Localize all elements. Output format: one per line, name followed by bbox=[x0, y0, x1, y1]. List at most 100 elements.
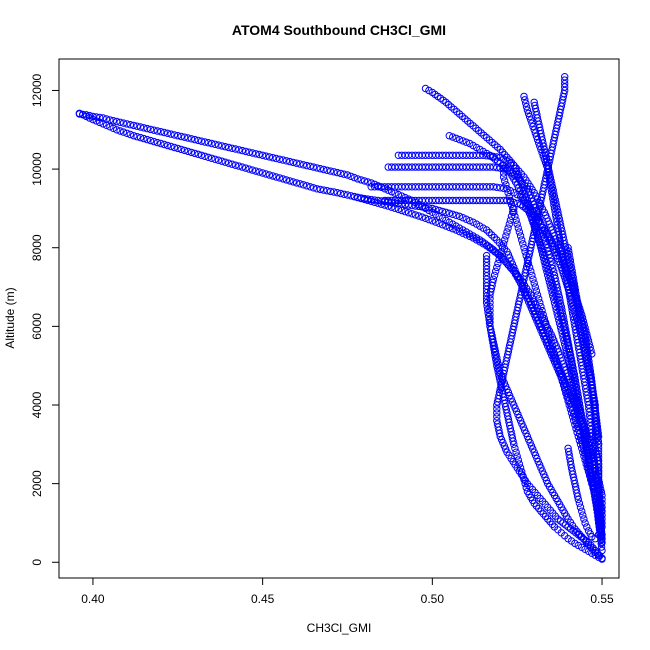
data-point bbox=[501, 236, 509, 244]
data-point bbox=[578, 444, 586, 452]
data-point bbox=[221, 158, 230, 166]
data-point bbox=[539, 310, 547, 319]
data-point bbox=[540, 251, 548, 260]
data-point bbox=[504, 189, 512, 197]
data-point bbox=[113, 117, 121, 126]
data-point bbox=[282, 176, 291, 184]
data-point bbox=[255, 168, 263, 176]
data-point bbox=[425, 215, 433, 224]
data-point bbox=[575, 499, 584, 507]
data-point bbox=[191, 149, 199, 158]
data-point bbox=[136, 133, 145, 142]
data-point bbox=[306, 162, 314, 171]
data-point bbox=[428, 204, 436, 213]
data-point bbox=[510, 440, 518, 448]
data-point bbox=[565, 447, 573, 456]
data-point bbox=[537, 303, 545, 311]
y-tick-label: 12000 bbox=[30, 73, 44, 107]
x-tick-label: 0.55 bbox=[590, 592, 614, 606]
data-point bbox=[536, 299, 544, 307]
data-point bbox=[528, 271, 536, 279]
data-point bbox=[556, 369, 564, 378]
data-point bbox=[421, 214, 430, 223]
data-point bbox=[498, 244, 507, 252]
data-point bbox=[552, 292, 560, 300]
data-point bbox=[494, 259, 502, 268]
data-point bbox=[547, 338, 555, 346]
data-point bbox=[245, 165, 253, 173]
data-point bbox=[170, 131, 179, 139]
data-point bbox=[581, 519, 589, 527]
data-point bbox=[218, 142, 226, 150]
data-point bbox=[225, 159, 233, 167]
data-point bbox=[330, 168, 338, 176]
data-point bbox=[194, 136, 202, 145]
data-point bbox=[238, 146, 247, 155]
data-point bbox=[299, 161, 308, 169]
data-point bbox=[570, 417, 578, 425]
data-point bbox=[519, 423, 527, 431]
data-point bbox=[579, 448, 587, 456]
data-point bbox=[391, 204, 399, 213]
data-point bbox=[197, 151, 206, 160]
data-point bbox=[493, 263, 501, 272]
data-point bbox=[509, 437, 517, 445]
data-point bbox=[435, 206, 443, 215]
data-point bbox=[548, 342, 556, 350]
data-point bbox=[231, 145, 240, 153]
data-point bbox=[208, 139, 216, 148]
data-point bbox=[550, 285, 558, 293]
x-axis-label: CH3Cl_GMI bbox=[307, 621, 372, 635]
data-point bbox=[524, 259, 533, 268]
data-point bbox=[576, 307, 585, 316]
data-point bbox=[544, 265, 552, 273]
data-point bbox=[184, 147, 192, 156]
data-point bbox=[123, 129, 131, 138]
data-point bbox=[326, 167, 335, 175]
data-point bbox=[575, 530, 584, 538]
data-point bbox=[286, 157, 294, 166]
data-point bbox=[504, 166, 512, 175]
data-point bbox=[221, 143, 230, 151]
data-point bbox=[286, 177, 294, 185]
data-point bbox=[180, 146, 189, 155]
data-point bbox=[265, 153, 274, 161]
data-point bbox=[571, 421, 579, 429]
data-point bbox=[556, 309, 565, 317]
data-point bbox=[565, 401, 573, 409]
data-point bbox=[350, 173, 358, 182]
data-point bbox=[532, 502, 541, 510]
data-point bbox=[514, 410, 522, 419]
data-point bbox=[494, 157, 502, 165]
data-point bbox=[578, 507, 586, 515]
data-point bbox=[488, 153, 497, 162]
data-point bbox=[323, 166, 331, 175]
data-point bbox=[547, 275, 555, 283]
data-point bbox=[438, 207, 447, 216]
data-point bbox=[587, 346, 595, 355]
data-point bbox=[449, 210, 457, 219]
data-point bbox=[160, 128, 168, 137]
data-point bbox=[553, 295, 561, 304]
data-point bbox=[536, 238, 544, 247]
data-point bbox=[545, 268, 553, 277]
data-point bbox=[187, 135, 196, 143]
data-point bbox=[598, 555, 606, 563]
data-point bbox=[252, 150, 260, 158]
data-point bbox=[262, 170, 270, 178]
data-point bbox=[540, 314, 548, 323]
data-point bbox=[99, 120, 107, 128]
data-point bbox=[490, 271, 499, 279]
data-point bbox=[445, 132, 453, 140]
data-point bbox=[75, 109, 84, 118]
data-point bbox=[583, 464, 591, 472]
data-point bbox=[522, 204, 530, 213]
data-point bbox=[102, 121, 111, 130]
data-point bbox=[528, 119, 536, 127]
data-point bbox=[514, 224, 522, 232]
data-point bbox=[89, 115, 97, 124]
data-point bbox=[554, 362, 562, 370]
data-point bbox=[364, 195, 372, 203]
data-point bbox=[541, 318, 550, 327]
y-tick-label: 6000 bbox=[30, 313, 44, 340]
